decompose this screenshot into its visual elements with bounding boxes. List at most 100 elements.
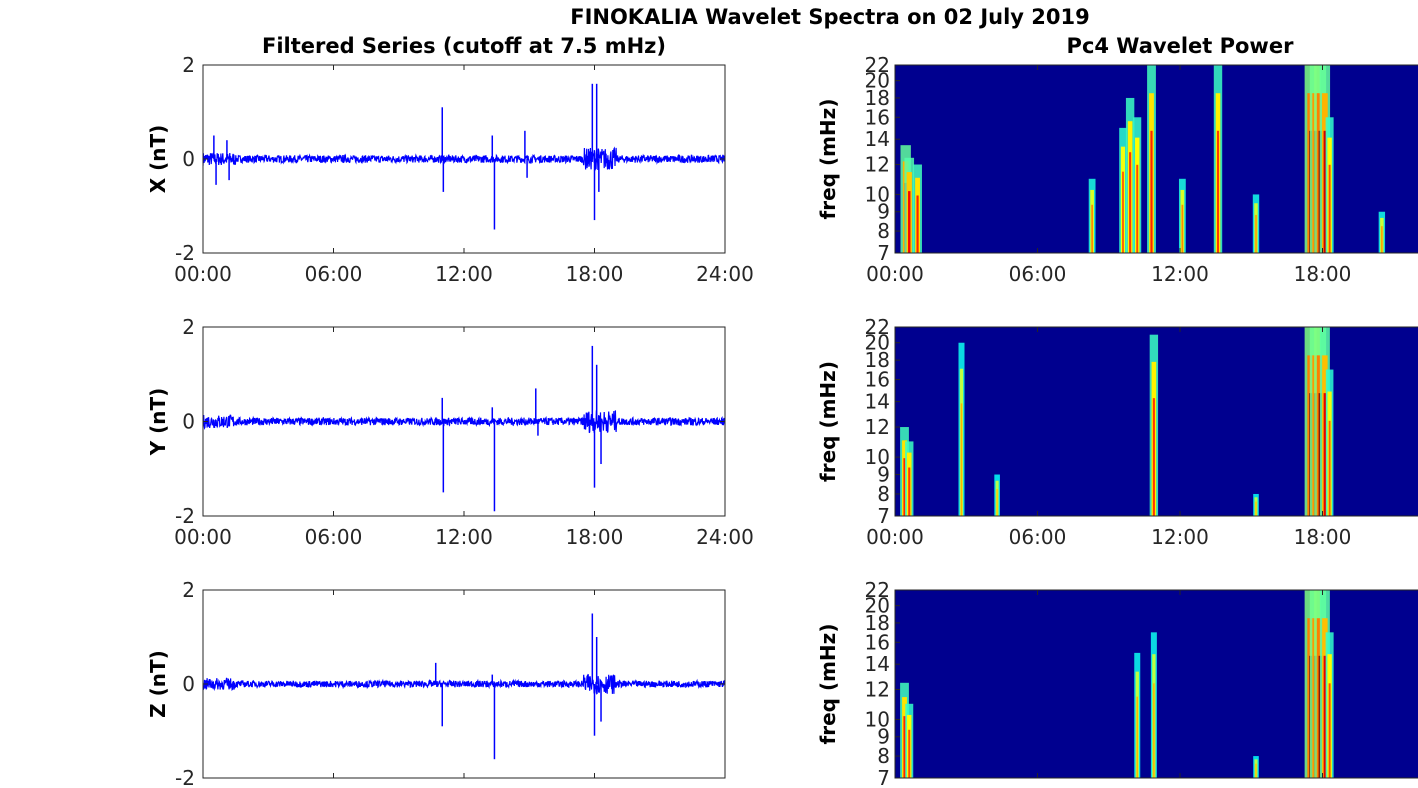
wavelet-x-ytick-label: 12 <box>865 153 890 177</box>
wavelet-z-ytick-label: 16 <box>865 630 890 654</box>
wavelet-x-xtick-label: 18:00 <box>1294 262 1352 286</box>
wavelet-y-ytick-label: 9 <box>877 463 890 487</box>
series-y-ytick-label: 2 <box>182 315 195 339</box>
series-y-xtick-label: 00:00 <box>174 525 232 549</box>
wavelet-x-streak-peak <box>1129 152 1132 253</box>
series-y-xtick-label: 06:00 <box>305 525 363 549</box>
wavelet-y-streak-peak <box>1255 501 1257 516</box>
wavelet-z-ytick-label: 20 <box>865 594 890 618</box>
wavelet-y-streak-peak <box>1323 393 1327 516</box>
wavelet-y-streak-peak <box>1152 398 1155 516</box>
series-z-ytick-label: 0 <box>182 672 195 696</box>
series-y-xtick-label: 24:00 <box>696 525 754 549</box>
series-x-plot: -2 0 2 X (nT) <box>146 53 726 265</box>
wavelet-x-xtick-label: 06:00 <box>1009 262 1067 286</box>
wavelet-x-ytick-label: 9 <box>877 200 890 224</box>
wavelet-z-streak-peak <box>903 716 906 778</box>
series-z-ytick-label: 2 <box>182 578 195 602</box>
series-x-xtick-label: 00:00 <box>174 262 232 286</box>
wavelet-x-streak-peak <box>1122 171 1124 253</box>
wavelet-x-streak-peak <box>1381 226 1383 253</box>
wavelet-x-streak-peak <box>1091 204 1093 253</box>
wavelet-z-ytick-label: 7 <box>877 766 890 788</box>
wavelet-z-ytick-label: 9 <box>877 725 890 749</box>
wavelet-x-streak-peak <box>1328 164 1331 253</box>
series-y-ylabel: Y (nT) <box>146 388 170 457</box>
wavelet-y-ytick-label: 20 <box>865 331 890 355</box>
wavelet-x-streak-peak <box>1323 130 1327 253</box>
wavelet-x-ytick-label: 8 <box>877 219 890 243</box>
series-z-ylabel: Z (nT) <box>146 650 170 718</box>
wavelet-y-ytick-label: 18 <box>865 348 890 372</box>
left-column-title: Filtered Series (cutoff at 7.5 mHz) <box>261 34 667 58</box>
wavelet-x-ytick-label: 18 <box>865 86 890 110</box>
wavelet-y-ytick-label: 7 <box>877 504 890 528</box>
wavelet-y-xtick-label: 18:00 <box>1294 525 1352 549</box>
wavelet-z-ylabel: freq (mHz) <box>816 624 840 745</box>
wavelet-z-streak-peak <box>908 729 911 778</box>
series-x-xtick-label: 18:00 <box>566 262 624 286</box>
series-z-ytick-label: -2 <box>175 766 195 788</box>
series-z-plot: -2 0 2 Z (nT) <box>146 578 726 788</box>
wavelet-x-ytick-label: 10 <box>865 182 890 206</box>
series-z-trace <box>203 673 725 695</box>
wavelet-y-ytick-label: 16 <box>865 368 890 392</box>
wavelet-z-ytick-label: 10 <box>865 707 890 731</box>
right-column-title: Pc4 Wavelet Power <box>1066 34 1294 58</box>
wavelet-y-streak-peak <box>908 467 911 516</box>
wavelet-y-ytick-label: 8 <box>877 482 890 506</box>
wavelet-y-streak-peak <box>960 403 963 516</box>
series-x-ylabel: X (nT) <box>146 125 170 194</box>
wavelet-x-xtick-label: 00:00 <box>866 262 924 286</box>
wavelet-y-ylabel: freq (mHz) <box>816 361 840 482</box>
wavelet-z-streak-peak <box>1255 763 1257 778</box>
series-x-ytick-label: 2 <box>182 53 195 77</box>
wavelet-x-ytick-label: 7 <box>877 241 890 265</box>
wavelet-x-ytick-label: 14 <box>865 127 890 151</box>
wavelet-y-ytick-label: 22 <box>865 315 890 339</box>
wavelet-x-streak-peak <box>916 195 919 253</box>
series-x-trace <box>203 146 725 171</box>
wavelet-x-ytick-label: 20 <box>865 69 890 93</box>
series-y-xtick-label: 18:00 <box>566 525 624 549</box>
wavelet-x-xtick-label: 12:00 <box>1151 262 1209 286</box>
wavelet-x-streak-peak <box>1216 130 1220 253</box>
figure-title: FINOKALIA Wavelet Spectra on 02 July 201… <box>570 5 1090 29</box>
wavelet-x-streak-peak <box>908 191 911 253</box>
series-x-xtick-label: 24:00 <box>696 262 754 286</box>
wavelet-x-streak-peak <box>1181 204 1184 253</box>
wavelet-y-ytick-label: 10 <box>865 445 890 469</box>
wavelet-y-streak-peak <box>996 489 998 516</box>
wavelet-x-streak-peak <box>1150 130 1153 253</box>
wavelet-x-streak-peak <box>1255 214 1257 253</box>
series-y-plot: -2 0 2 Y (nT) <box>146 315 726 528</box>
wavelet-x-ylabel: freq (mHz) <box>816 99 840 220</box>
wavelet-y-xtick-label: 06:00 <box>1009 525 1067 549</box>
wavelet-y-streak-peak <box>1328 420 1331 516</box>
wavelet-z-streak-peak <box>1136 696 1138 778</box>
series-y-xtick-label: 12:00 <box>435 525 493 549</box>
wavelet-z-ytick-label: 14 <box>865 652 890 676</box>
wavelet-z-ytick-label: 18 <box>865 611 890 635</box>
series-x-ytick-label: 0 <box>182 147 195 171</box>
wavelet-y-streak-peak <box>903 458 906 516</box>
series-y-ytick-label: -2 <box>175 504 195 528</box>
wavelet-y-ytick-label: 14 <box>865 390 890 414</box>
series-y-trace <box>203 410 725 434</box>
wavelet-x-ytick-label: 22 <box>865 53 890 77</box>
wavelet-z-ytick-label: 8 <box>877 744 890 768</box>
wavelet-y-xtick-label: 00:00 <box>866 525 924 549</box>
wavelet-x-streak-peak <box>1136 164 1139 253</box>
wavelet-z-streak-peak <box>1153 683 1155 778</box>
series-x-xtick-label: 12:00 <box>435 262 493 286</box>
wavelet-x-ytick-label: 16 <box>865 105 890 129</box>
wavelet-z-streak-peak <box>1323 655 1327 778</box>
series-x-xtick-label: 06:00 <box>305 262 363 286</box>
series-x-ytick-label: -2 <box>175 241 195 265</box>
series-y-ytick-label: 0 <box>182 410 195 434</box>
wavelet-x-background <box>895 65 1418 253</box>
